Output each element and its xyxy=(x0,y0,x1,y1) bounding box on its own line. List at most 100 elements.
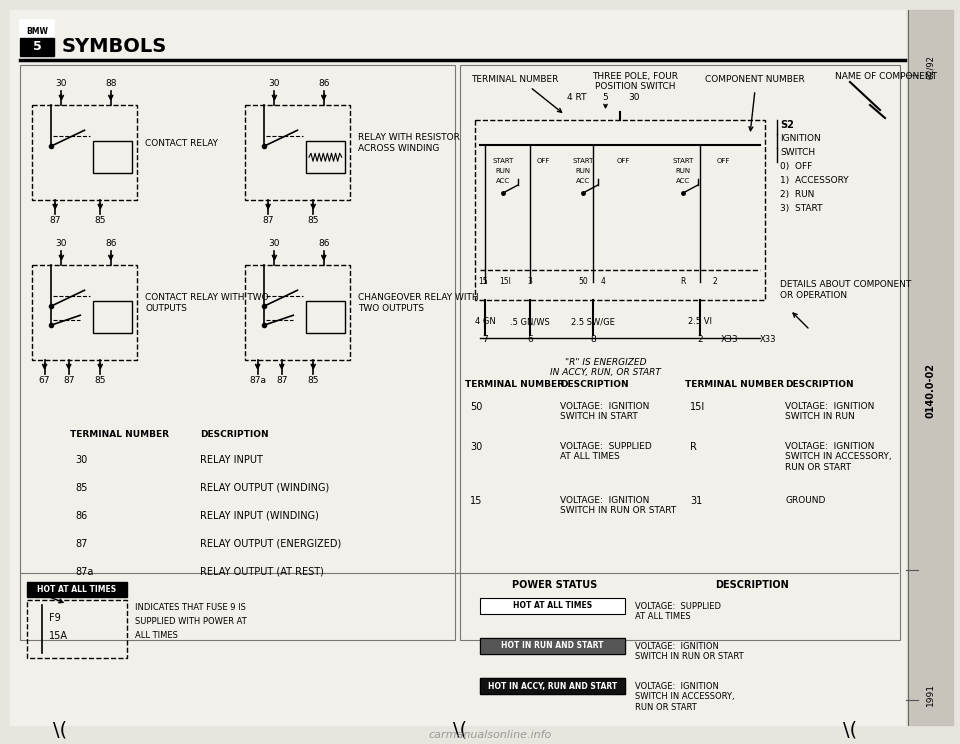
Bar xyxy=(480,598,625,614)
Text: 30: 30 xyxy=(629,94,640,103)
Text: 8: 8 xyxy=(590,336,596,344)
Text: 5: 5 xyxy=(33,40,41,54)
Text: THREE POLE, FOUR
POSITION SWITCH: THREE POLE, FOUR POSITION SWITCH xyxy=(592,72,678,92)
Text: 88: 88 xyxy=(105,79,116,88)
Text: ALL TIMES: ALL TIMES xyxy=(135,632,178,641)
Text: SWITCH: SWITCH xyxy=(780,148,815,157)
Text: 2)  RUN: 2) RUN xyxy=(780,190,814,199)
Text: VOLTAGE:  IGNITION
SWITCH IN ACCESSORY,
RUN OR START: VOLTAGE: IGNITION SWITCH IN ACCESSORY, R… xyxy=(785,442,892,472)
Text: RUN: RUN xyxy=(495,168,511,174)
Bar xyxy=(27,600,127,658)
Text: HOT AT ALL TIMES: HOT AT ALL TIMES xyxy=(513,601,592,611)
Text: 85: 85 xyxy=(94,216,106,225)
Text: 87: 87 xyxy=(276,376,287,385)
Text: 86: 86 xyxy=(105,239,116,248)
Bar xyxy=(20,20,54,56)
Text: RELAY WITH RESISTOR
ACROSS WINDING: RELAY WITH RESISTOR ACROSS WINDING xyxy=(358,133,460,153)
Text: DESCRIPTION: DESCRIPTION xyxy=(715,580,789,590)
Text: VOLTAGE:  IGNITION
SWITCH IN RUN OR START: VOLTAGE: IGNITION SWITCH IN RUN OR START xyxy=(635,642,744,661)
Text: VOLTAGE:  IGNITION
SWITCH IN ACCESSORY,
RUN OR START: VOLTAGE: IGNITION SWITCH IN ACCESSORY, R… xyxy=(635,682,734,712)
Text: 4 RT: 4 RT xyxy=(566,94,587,103)
Text: 67: 67 xyxy=(38,376,50,385)
Text: 86: 86 xyxy=(318,79,329,88)
Text: 30: 30 xyxy=(470,442,482,452)
Text: 2.5 SW/GE: 2.5 SW/GE xyxy=(571,318,615,327)
Text: 85: 85 xyxy=(307,216,319,225)
Bar xyxy=(480,638,625,654)
Text: 15I: 15I xyxy=(499,278,511,286)
Text: START: START xyxy=(572,158,593,164)
Text: ACC: ACC xyxy=(496,178,510,184)
Text: OFF: OFF xyxy=(616,158,630,164)
Text: DESCRIPTION: DESCRIPTION xyxy=(200,430,269,439)
Text: 86: 86 xyxy=(318,239,329,248)
Text: R: R xyxy=(690,442,697,452)
Bar xyxy=(245,265,350,360)
Text: SYMBOLS: SYMBOLS xyxy=(62,36,167,56)
Text: RELAY OUTPUT (AT REST): RELAY OUTPUT (AT REST) xyxy=(200,567,324,577)
Text: VOLTAGE:  SUPPLIED
AT ALL TIMES: VOLTAGE: SUPPLIED AT ALL TIMES xyxy=(635,602,721,621)
Text: CHANGEOVER RELAY WITH
TWO OUTPUTS: CHANGEOVER RELAY WITH TWO OUTPUTS xyxy=(358,293,479,312)
Bar xyxy=(306,301,345,333)
Text: 30: 30 xyxy=(75,455,87,465)
Text: VOLTAGE:  IGNITION
SWITCH IN RUN: VOLTAGE: IGNITION SWITCH IN RUN xyxy=(785,402,875,421)
Text: X33: X33 xyxy=(760,336,777,344)
Bar xyxy=(245,105,350,200)
Text: X33: X33 xyxy=(721,336,739,344)
Text: 30: 30 xyxy=(269,239,280,248)
Text: .5 GN/WS: .5 GN/WS xyxy=(510,318,550,327)
Text: TERMINAL NUMBER: TERMINAL NUMBER xyxy=(465,380,564,389)
Text: 4 GN: 4 GN xyxy=(474,318,495,327)
Text: 15: 15 xyxy=(478,278,488,286)
Text: 3: 3 xyxy=(528,278,533,286)
Text: F9: F9 xyxy=(49,613,60,623)
Text: \(: \( xyxy=(53,720,67,740)
Text: GROUND: GROUND xyxy=(785,496,826,505)
Text: 85: 85 xyxy=(94,376,106,385)
Text: RELAY INPUT (WINDING): RELAY INPUT (WINDING) xyxy=(200,511,319,521)
Text: 1: 1 xyxy=(483,278,488,286)
Text: ACC: ACC xyxy=(576,178,590,184)
Text: 87: 87 xyxy=(75,539,87,549)
Text: 87a: 87a xyxy=(249,376,266,385)
Text: 85: 85 xyxy=(75,483,87,493)
Bar xyxy=(32,265,137,360)
Text: DESCRIPTION: DESCRIPTION xyxy=(785,380,853,389)
Text: POWER STATUS: POWER STATUS xyxy=(513,580,598,590)
Text: carmanualsonline.info: carmanualsonline.info xyxy=(428,730,552,740)
Text: 1)  ACCESSORY: 1) ACCESSORY xyxy=(780,176,849,185)
Text: "R" IS ENERGIZED
IN ACCY, RUN, OR START: "R" IS ENERGIZED IN ACCY, RUN, OR START xyxy=(550,358,660,377)
Text: RUN: RUN xyxy=(676,168,690,174)
Text: 4: 4 xyxy=(601,278,606,286)
Text: DESCRIPTION: DESCRIPTION xyxy=(560,380,629,389)
Text: \(: \( xyxy=(453,720,468,740)
Text: OFF: OFF xyxy=(537,158,550,164)
Text: IGNITION: IGNITION xyxy=(780,134,821,143)
Bar xyxy=(460,65,900,640)
Text: START: START xyxy=(492,158,514,164)
Text: RELAY OUTPUT (WINDING): RELAY OUTPUT (WINDING) xyxy=(200,483,329,493)
Text: 31: 31 xyxy=(690,496,703,506)
Text: 15A: 15A xyxy=(49,631,68,641)
Bar xyxy=(480,598,625,614)
Text: START: START xyxy=(672,158,694,164)
Text: RELAY OUTPUT (ENERGIZED): RELAY OUTPUT (ENERGIZED) xyxy=(200,539,341,549)
Text: 3)  START: 3) START xyxy=(780,204,823,213)
Text: \(: \( xyxy=(843,720,857,740)
Bar xyxy=(93,141,132,173)
Bar xyxy=(20,38,54,56)
Text: SUPPLIED WITH POWER AT: SUPPLIED WITH POWER AT xyxy=(135,618,247,626)
Text: 7: 7 xyxy=(482,336,488,344)
Text: NAME OF COMPONENT: NAME OF COMPONENT xyxy=(835,72,937,81)
Text: HOT AT ALL TIMES: HOT AT ALL TIMES xyxy=(37,585,116,594)
Text: INDICATES THAT FUSE 9 IS: INDICATES THAT FUSE 9 IS xyxy=(135,603,246,612)
Text: 50: 50 xyxy=(470,402,482,412)
Text: 1991: 1991 xyxy=(925,684,934,707)
Text: TERMINAL NUMBER: TERMINAL NUMBER xyxy=(685,380,784,389)
Text: RUN: RUN xyxy=(575,168,590,174)
Text: 15: 15 xyxy=(470,496,482,506)
Text: 87: 87 xyxy=(63,376,75,385)
Text: 2: 2 xyxy=(712,278,717,286)
Text: 30: 30 xyxy=(56,239,67,248)
Text: CONTACT RELAY: CONTACT RELAY xyxy=(145,138,218,147)
